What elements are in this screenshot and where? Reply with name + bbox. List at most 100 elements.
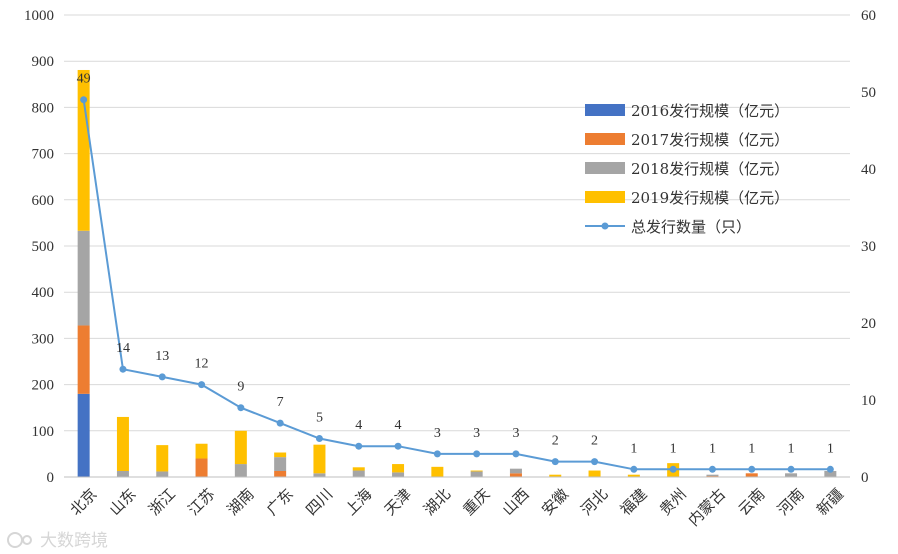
category-label: 云南 xyxy=(735,485,769,519)
bar-segment-2 xyxy=(195,458,208,477)
count-point xyxy=(237,404,245,412)
count-point xyxy=(512,450,520,458)
bar-segment-4 xyxy=(549,474,562,477)
legend-swatch xyxy=(585,191,625,203)
legend-label: 2017发行规模（亿元） xyxy=(631,131,789,149)
count-point xyxy=(355,442,363,450)
count-point xyxy=(826,465,834,473)
bar-segment-4 xyxy=(195,443,208,459)
bar-segment-3 xyxy=(116,470,129,477)
right-tick-label: 0 xyxy=(861,470,869,486)
count-point xyxy=(198,381,206,389)
legend-label: 总发行数量（只） xyxy=(631,218,751,236)
count-point xyxy=(394,442,402,450)
bar-segment-4 xyxy=(274,452,287,458)
category-label: 贵州 xyxy=(656,485,690,519)
count-point xyxy=(551,458,559,466)
bar-segment-2 xyxy=(274,470,287,477)
right-y-axis: 0 10 20 30 40 50 60 xyxy=(861,8,876,486)
count-point xyxy=(630,465,638,473)
right-tick-label: 20 xyxy=(861,316,876,332)
count-point xyxy=(80,96,88,104)
count-data-label: 1 xyxy=(788,441,795,456)
count-point xyxy=(158,373,166,381)
right-tick-label: 30 xyxy=(861,239,876,255)
bar-segment-3 xyxy=(509,468,522,474)
category-label: 浙江 xyxy=(145,485,179,519)
bar-segment-2 xyxy=(77,325,90,394)
count-data-label: 4 xyxy=(395,418,402,433)
left-tick-label: 0 xyxy=(47,470,55,486)
category-label: 湖北 xyxy=(420,485,454,519)
bar-segment-3 xyxy=(352,470,365,477)
bar-segment-4 xyxy=(588,470,601,477)
watermark: 大数跨境 xyxy=(7,531,108,551)
left-tick-label: 1000 xyxy=(24,8,54,24)
bar-segment-4 xyxy=(116,416,129,471)
gridlines xyxy=(64,14,850,432)
count-data-label: 3 xyxy=(473,426,480,441)
count-data-label: 49 xyxy=(77,72,91,87)
category-label: 山东 xyxy=(106,485,140,519)
bar-segment-4 xyxy=(470,470,483,472)
legend-item: 2017发行规模（亿元） xyxy=(585,131,789,149)
count-data-label: 1 xyxy=(709,441,716,456)
count-data-label: 2 xyxy=(552,434,559,449)
left-tick-label: 300 xyxy=(32,331,55,347)
left-tick-label: 700 xyxy=(32,147,55,163)
bar-segment-3 xyxy=(785,473,798,477)
bar-segment-2 xyxy=(509,473,522,477)
bar-segment-4 xyxy=(156,445,169,472)
legend-label: 2018发行规模（亿元） xyxy=(631,160,789,178)
legend-swatch xyxy=(585,133,625,145)
legend-item: 总发行数量（只） xyxy=(585,218,751,236)
count-data-label: 3 xyxy=(512,426,519,441)
bar-segment-1 xyxy=(77,393,90,477)
count-point xyxy=(591,458,599,466)
count-point xyxy=(787,465,795,473)
category-label: 天津 xyxy=(381,485,415,519)
left-tick-label: 600 xyxy=(32,193,55,209)
right-tick-label: 40 xyxy=(861,162,876,178)
count-data-label: 14 xyxy=(116,341,130,356)
count-data-label: 1 xyxy=(748,441,755,456)
count-data-label: 12 xyxy=(195,357,209,372)
bar-segment-3 xyxy=(156,471,169,477)
category-label: 安徽 xyxy=(538,485,572,519)
count-data-label: 9 xyxy=(237,380,244,395)
bar-segment-4 xyxy=(77,69,90,231)
right-tick-label: 50 xyxy=(861,85,876,101)
count-data-label: 3 xyxy=(434,426,441,441)
category-label: 上海 xyxy=(342,485,376,519)
category-label: 北京 xyxy=(66,485,100,519)
category-labels: 北京 山东 浙江 江苏 湖南 广东 四川 上海 天津 湖北 重庆 山西 安徽 河北 福建 贵州内蒙古 云南 河南新… xyxy=(66,485,847,530)
category-label: 湖南 xyxy=(224,485,258,519)
count-point xyxy=(473,450,481,458)
bar-segment-4 xyxy=(234,430,247,465)
right-tick-label: 10 xyxy=(861,393,876,409)
left-tick-label: 200 xyxy=(32,378,55,394)
count-data-label: 5 xyxy=(316,411,323,426)
count-point xyxy=(276,419,284,427)
left-tick-label: 100 xyxy=(32,424,55,440)
left-tick-label: 800 xyxy=(32,100,55,116)
bar-segment-2 xyxy=(745,473,758,477)
category-label: 江苏 xyxy=(184,485,218,519)
count-line-series: 49 14 13 12 9 7 5 4 4 3 3 3 2 2 1 1 1 1 1 1 xyxy=(77,72,834,473)
bar-segment-3 xyxy=(77,230,90,326)
legend-label: 2019发行规模（亿元） xyxy=(631,189,789,207)
count-point xyxy=(708,465,716,473)
count-point xyxy=(669,465,677,473)
category-label: 河南 xyxy=(774,485,808,519)
left-tick-label: 500 xyxy=(32,239,55,255)
bar-segment-3 xyxy=(824,470,837,477)
category-label: 四川 xyxy=(302,485,336,519)
bar-segment-4 xyxy=(627,474,640,477)
count-data-label: 7 xyxy=(277,395,284,410)
bar-segment-4 xyxy=(313,444,326,474)
category-label: 内蒙古 xyxy=(685,485,730,530)
bar-segment-3 xyxy=(470,471,483,477)
count-data-label: 1 xyxy=(630,441,637,456)
count-point xyxy=(315,435,323,442)
category-label: 河北 xyxy=(577,485,611,519)
